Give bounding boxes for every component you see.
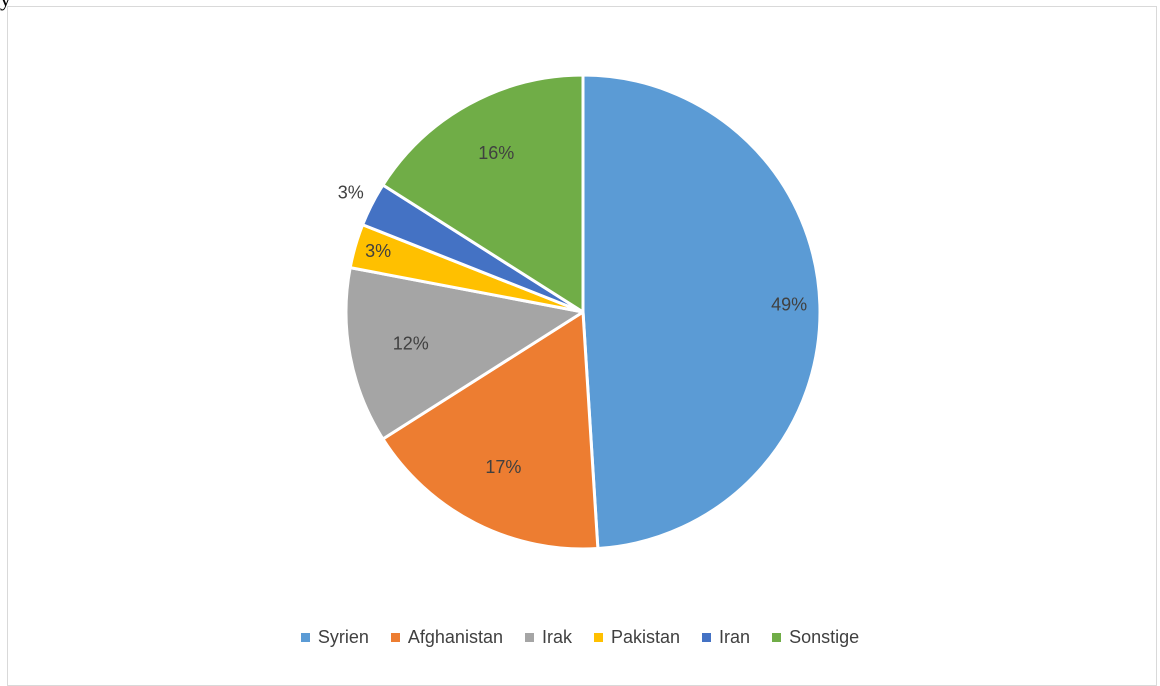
- pie-slice-syrien: [581, 73, 822, 551]
- legend-swatch: [702, 633, 712, 642]
- pie-slice-irak: [344, 266, 585, 441]
- legend-label: Irak: [541, 627, 572, 647]
- legend-item-irak: Irak: [524, 627, 572, 648]
- data-label-pakistan: 3%: [365, 241, 391, 261]
- data-label-iran: 3%: [338, 182, 364, 202]
- pie-data-labels: 49% 17% 12% 3% 3% 16%: [338, 143, 807, 477]
- legend-swatch: [300, 633, 310, 642]
- data-label-sonstige: 16%: [478, 143, 514, 163]
- legend-label: Syrien: [317, 627, 369, 647]
- pie-slices: [344, 73, 822, 551]
- legend-label: Afghanistan: [407, 627, 503, 647]
- legend-item-pakistan: Pakistan: [593, 627, 681, 648]
- legend-item-iran: Iran: [702, 627, 750, 648]
- legend-label: Iran: [719, 627, 751, 647]
- legend-swatch: [772, 633, 782, 642]
- data-label-irak: 12%: [393, 334, 429, 354]
- legend-label: Sonstige: [789, 627, 860, 647]
- data-label-afghanistan: 17%: [485, 457, 521, 477]
- legend-swatch: [524, 633, 534, 642]
- data-label-syrien: 49%: [771, 294, 807, 314]
- legend-item-afghanistan: Afghanistan: [390, 627, 503, 648]
- pie-slice-sonstige: [381, 73, 585, 314]
- pie-slice-afghanistan: [381, 310, 600, 551]
- legend-item-sonstige: Sonstige: [772, 627, 859, 648]
- legend-swatch: [593, 633, 603, 642]
- cropped-caption-text: y: [0, 0, 11, 10]
- chart-legend: Syrien Afghanistan Irak Pakistan Iran So…: [0, 627, 1160, 648]
- legend-item-syrien: Syrien: [300, 627, 369, 648]
- legend-label: Pakistan: [610, 627, 681, 647]
- legend-swatch: [390, 633, 400, 642]
